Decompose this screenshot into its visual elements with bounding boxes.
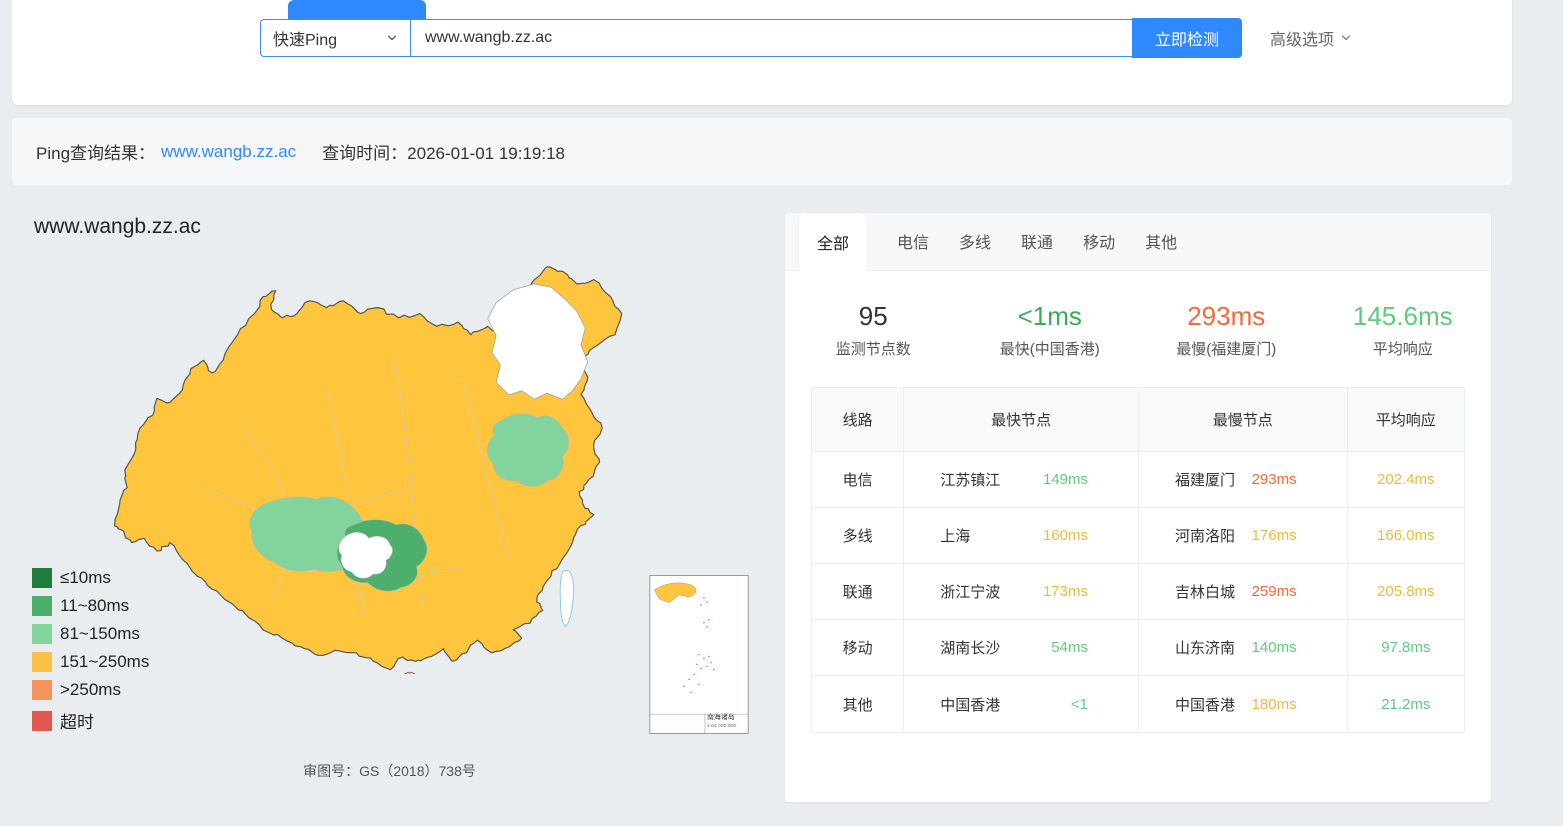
svg-text:1:64 000 000: 1:64 000 000 [707,723,736,729]
svg-text:南海诸岛: 南海诸岛 [707,712,735,721]
